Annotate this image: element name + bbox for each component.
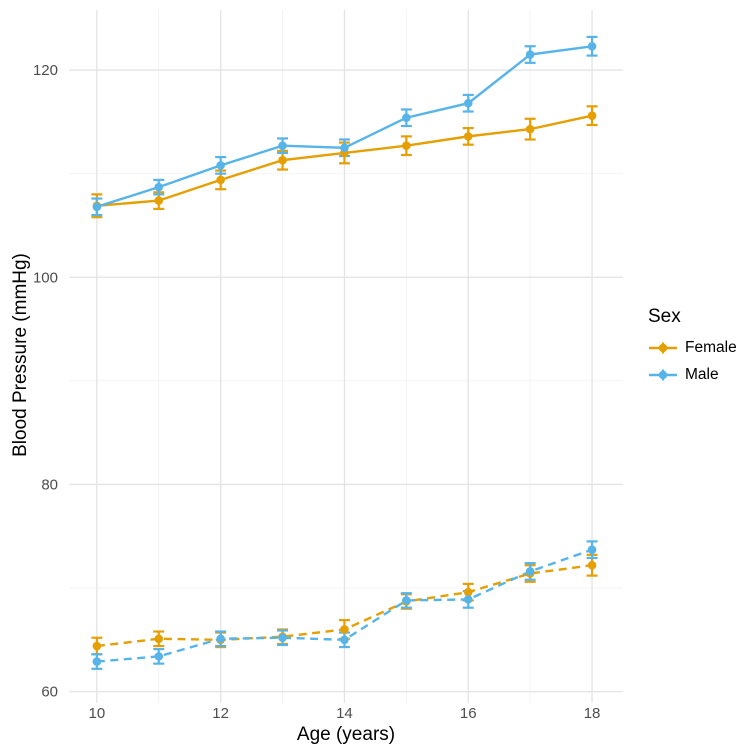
data-point-male [216,161,225,170]
legend-item-label: Male [685,366,719,383]
x-tick-label: 16 [460,705,477,722]
x-tick-label: 18 [584,705,601,722]
data-point-male [402,113,411,123]
x-tick-labels: 10 12 14 16 18 [89,705,601,722]
data-point-male [525,50,535,59]
data-point-female [154,196,164,205]
data-point-female [463,587,473,597]
data-point-female [340,625,349,634]
data-point-female [587,111,597,120]
legend-title: Sex [648,306,681,327]
y-tick-labels: 60 80 100 120 [33,62,58,701]
y-tick-label: 100 [33,269,58,286]
data-point-male [154,182,164,192]
data-point-male [463,595,473,604]
legend-key-icon [649,342,677,354]
data-point-female [463,132,473,141]
data-point-female [525,124,535,134]
data-point-male [463,98,473,108]
data-point-male [278,141,287,150]
data-point-female [92,641,102,651]
data-point-male [154,652,164,661]
data-point-male [340,635,349,645]
data-point-male [587,545,597,554]
data-point-male [340,143,349,153]
x-tick-label: 14 [336,705,353,722]
data-point-male [216,634,225,644]
data-point-male [92,657,102,666]
x-axis-title: Age (years) [296,724,396,745]
legend-item-male: Male [648,365,737,385]
legend-item-female: Female [648,338,737,358]
legend-key-icon [649,369,677,381]
data-point-male [525,567,535,576]
data-point-female [402,141,411,150]
legend: Sex Female Male [648,306,737,385]
data-point-male [278,633,287,643]
legend-items: Female Male [648,338,737,385]
data-point-female [154,634,164,644]
data-point-female [587,560,597,570]
legend-item-label: Female [685,339,737,356]
y-axis-title: Blood Pressure (mmHg) [10,253,31,457]
gridlines [69,10,623,703]
x-tick-label: 10 [89,705,106,722]
series-points [92,41,597,666]
y-tick-label: 60 [41,684,58,701]
y-tick-label: 80 [41,476,58,493]
data-point-male [587,41,597,51]
data-point-male [92,202,102,212]
legend-key-point [658,343,668,353]
legend-key-point [658,370,668,380]
data-point-female [216,175,225,185]
error-bars [91,35,598,670]
data-point-female [278,155,287,165]
data-point-male [402,596,411,605]
x-tick-label: 12 [212,705,229,722]
y-tick-label: 120 [33,62,58,79]
